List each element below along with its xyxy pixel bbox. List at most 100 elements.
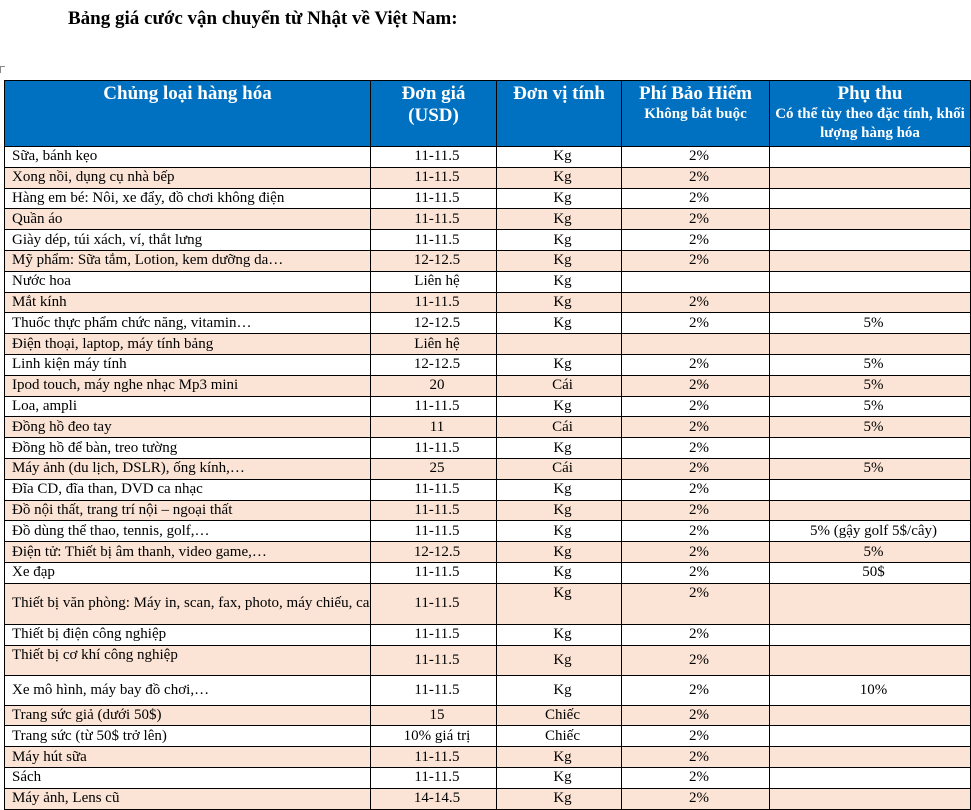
cell-price: 11-11.5	[370, 499, 497, 522]
cell-price: Liên hệ	[370, 333, 497, 355]
cell-unit: Kg	[496, 146, 622, 168]
table-row: Máy hút sữa 11-11.5 Kg 2%	[4, 746, 971, 768]
cell-unit: Kg	[496, 787, 622, 810]
cell-insurance: 2%	[621, 312, 770, 335]
cell-name: Xe đạp	[4, 561, 371, 584]
cell-price: 11-11.5	[370, 478, 497, 501]
cell-insurance: 2%	[621, 746, 770, 768]
table-row: Sách 11-11.5 Kg 2%	[4, 766, 971, 789]
table-row: Điện tử: Thiết bị âm thanh, video game,……	[4, 541, 971, 563]
cell-price: 11-11.5	[370, 437, 497, 459]
cell-price: 11-11.5	[370, 766, 497, 789]
cell-surcharge	[769, 333, 971, 355]
cell-price: 15	[370, 704, 497, 727]
cell-insurance: 2%	[621, 229, 770, 251]
cell-unit: Kg	[496, 437, 622, 459]
cell-price: 10% giá trị	[370, 725, 497, 748]
cell-name: Trang sức giả (dưới 50$)	[4, 704, 371, 727]
cell-surcharge	[769, 582, 971, 625]
cell-name: Trang sức (từ 50$ trở lên)	[4, 725, 371, 748]
cell-unit: Kg	[496, 746, 622, 768]
cell-unit: Kg	[496, 561, 622, 584]
cell-insurance: 2%	[621, 478, 770, 501]
cell-unit: Kg	[496, 623, 622, 646]
header-surcharge: Phụ thu Có thể tùy theo đặc tính, khối l…	[769, 80, 971, 147]
cell-insurance: 2%	[621, 146, 770, 168]
table-row: Loa, ampli 11-11.5 Kg 2% 5%	[4, 395, 971, 418]
cell-name: Giày dép, túi xách, ví, thắt lưng	[4, 229, 371, 251]
cell-surcharge	[769, 725, 971, 748]
cell-price: 11-11.5	[370, 208, 497, 231]
cell-name: Máy ảnh, Lens cũ	[4, 787, 371, 810]
cell-unit	[496, 333, 622, 355]
cell-name: Đĩa CD, đĩa than, DVD ca nhạc	[4, 478, 371, 501]
cell-price: 25	[370, 457, 497, 480]
cell-insurance: 2%	[621, 725, 770, 748]
cell-price: 11-11.5	[370, 674, 497, 706]
cell-price: 12-12.5	[370, 249, 497, 272]
cell-name: Linh kiện máy tính	[4, 353, 371, 376]
cell-unit: Kg	[496, 520, 622, 543]
cell-name: Máy ảnh (du lịch, DSLR), ống kính,…	[4, 457, 371, 480]
table-row: Linh kiện máy tính 12-12.5 Kg 2% 5%	[4, 353, 971, 376]
table-row: Xe đạp 11-11.5 Kg 2% 50$	[4, 561, 971, 584]
table-header-row: Chủng loại hàng hóa Đơn giá (USD) Đơn vị…	[4, 80, 971, 147]
cell-surcharge	[769, 437, 971, 459]
cell-surcharge: 5%	[769, 312, 971, 335]
table-row: Nước hoa Liên hệ Kg	[4, 270, 971, 293]
table-row: Quần áo 11-11.5 Kg 2%	[4, 208, 971, 231]
cell-price: 11-11.5	[370, 146, 497, 168]
cell-name: Hàng em bé: Nôi, xe đẩy, đồ chơi không đ…	[4, 187, 371, 210]
cell-name: Đồ nội thất, trang trí nội – ngoại thất	[4, 499, 371, 522]
cell-insurance: 2%	[621, 457, 770, 480]
cell-name: Thuốc thực phẩm chức năng, vitamin…	[4, 312, 371, 335]
table-row: Đồng hồ để bàn, treo tường 11-11.5 Kg 2%	[4, 437, 971, 459]
cell-surcharge: 5%	[769, 416, 971, 439]
cell-insurance	[621, 270, 770, 293]
table-row: Thiết bị văn phòng: Máy in, scan, fax, p…	[4, 582, 971, 625]
cell-unit: Cái	[496, 457, 622, 480]
cell-name: Mỹ phẩm: Sữa tắm, Lotion, kem dưỡng da…	[4, 249, 371, 272]
cell-price: 11-11.5	[370, 746, 497, 768]
table-row: Đồ nội thất, trang trí nội – ngoại thất 1…	[4, 499, 971, 522]
table-row: Điện thoại, laptop, máy tính bảng Liên hệ	[4, 333, 971, 355]
cell-surcharge	[769, 623, 971, 646]
cell-name: Quần áo	[4, 208, 371, 231]
cell-name: Thiết bị điện công nghiệp	[4, 623, 371, 646]
cell-price: 20	[370, 374, 497, 397]
cell-price: 11-11.5	[370, 623, 497, 646]
cell-insurance: 2%	[621, 674, 770, 706]
cell-name: Loa, ampli	[4, 395, 371, 418]
cell-price: 14-14.5	[370, 787, 497, 810]
cell-surcharge: 50$	[769, 561, 971, 584]
cell-insurance: 2%	[621, 395, 770, 418]
table-row: Giày dép, túi xách, ví, thắt lưng 11-11.5…	[4, 229, 971, 251]
cell-name: Xe mô hình, máy bay đồ chơi,…	[4, 674, 371, 706]
cell-insurance: 2%	[621, 499, 770, 522]
cell-name: Sách	[4, 766, 371, 789]
cell-unit: Kg	[496, 674, 622, 706]
cell-unit: Kg	[496, 312, 622, 335]
cell-surcharge	[769, 291, 971, 314]
cell-insurance	[621, 333, 770, 355]
cell-surcharge: 5%	[769, 395, 971, 418]
cell-unit: Kg	[496, 582, 622, 625]
cell-unit: Kg	[496, 353, 622, 376]
table-row: Hàng em bé: Nôi, xe đẩy, đồ chơi không đ…	[4, 187, 971, 210]
cell-name: Thiết bị cơ khí công nghiệp	[4, 644, 371, 676]
cell-surcharge	[769, 166, 971, 189]
cell-name: Nước hoa	[4, 270, 371, 293]
table-row: Xe mô hình, máy bay đồ chơi,… 11-11.5 Kg 2%…	[4, 674, 971, 706]
cell-insurance: 2%	[621, 353, 770, 376]
cell-price: 11-11.5	[370, 291, 497, 314]
cell-price: 11-11.5	[370, 644, 497, 676]
table-row: Trang sức (từ 50$ trở lên) 10% giá trị Chi…	[4, 725, 971, 748]
cell-name: Mắt kính	[4, 291, 371, 314]
cell-insurance: 2%	[621, 787, 770, 810]
cell-unit: Kg	[496, 541, 622, 563]
cell-surcharge: 5%	[769, 353, 971, 376]
cell-price: 11	[370, 416, 497, 439]
cell-surcharge	[769, 229, 971, 251]
page-title: Bảng giá cước vận chuyển từ Nhật về Việt…	[68, 8, 458, 29]
cell-insurance: 2%	[621, 208, 770, 231]
